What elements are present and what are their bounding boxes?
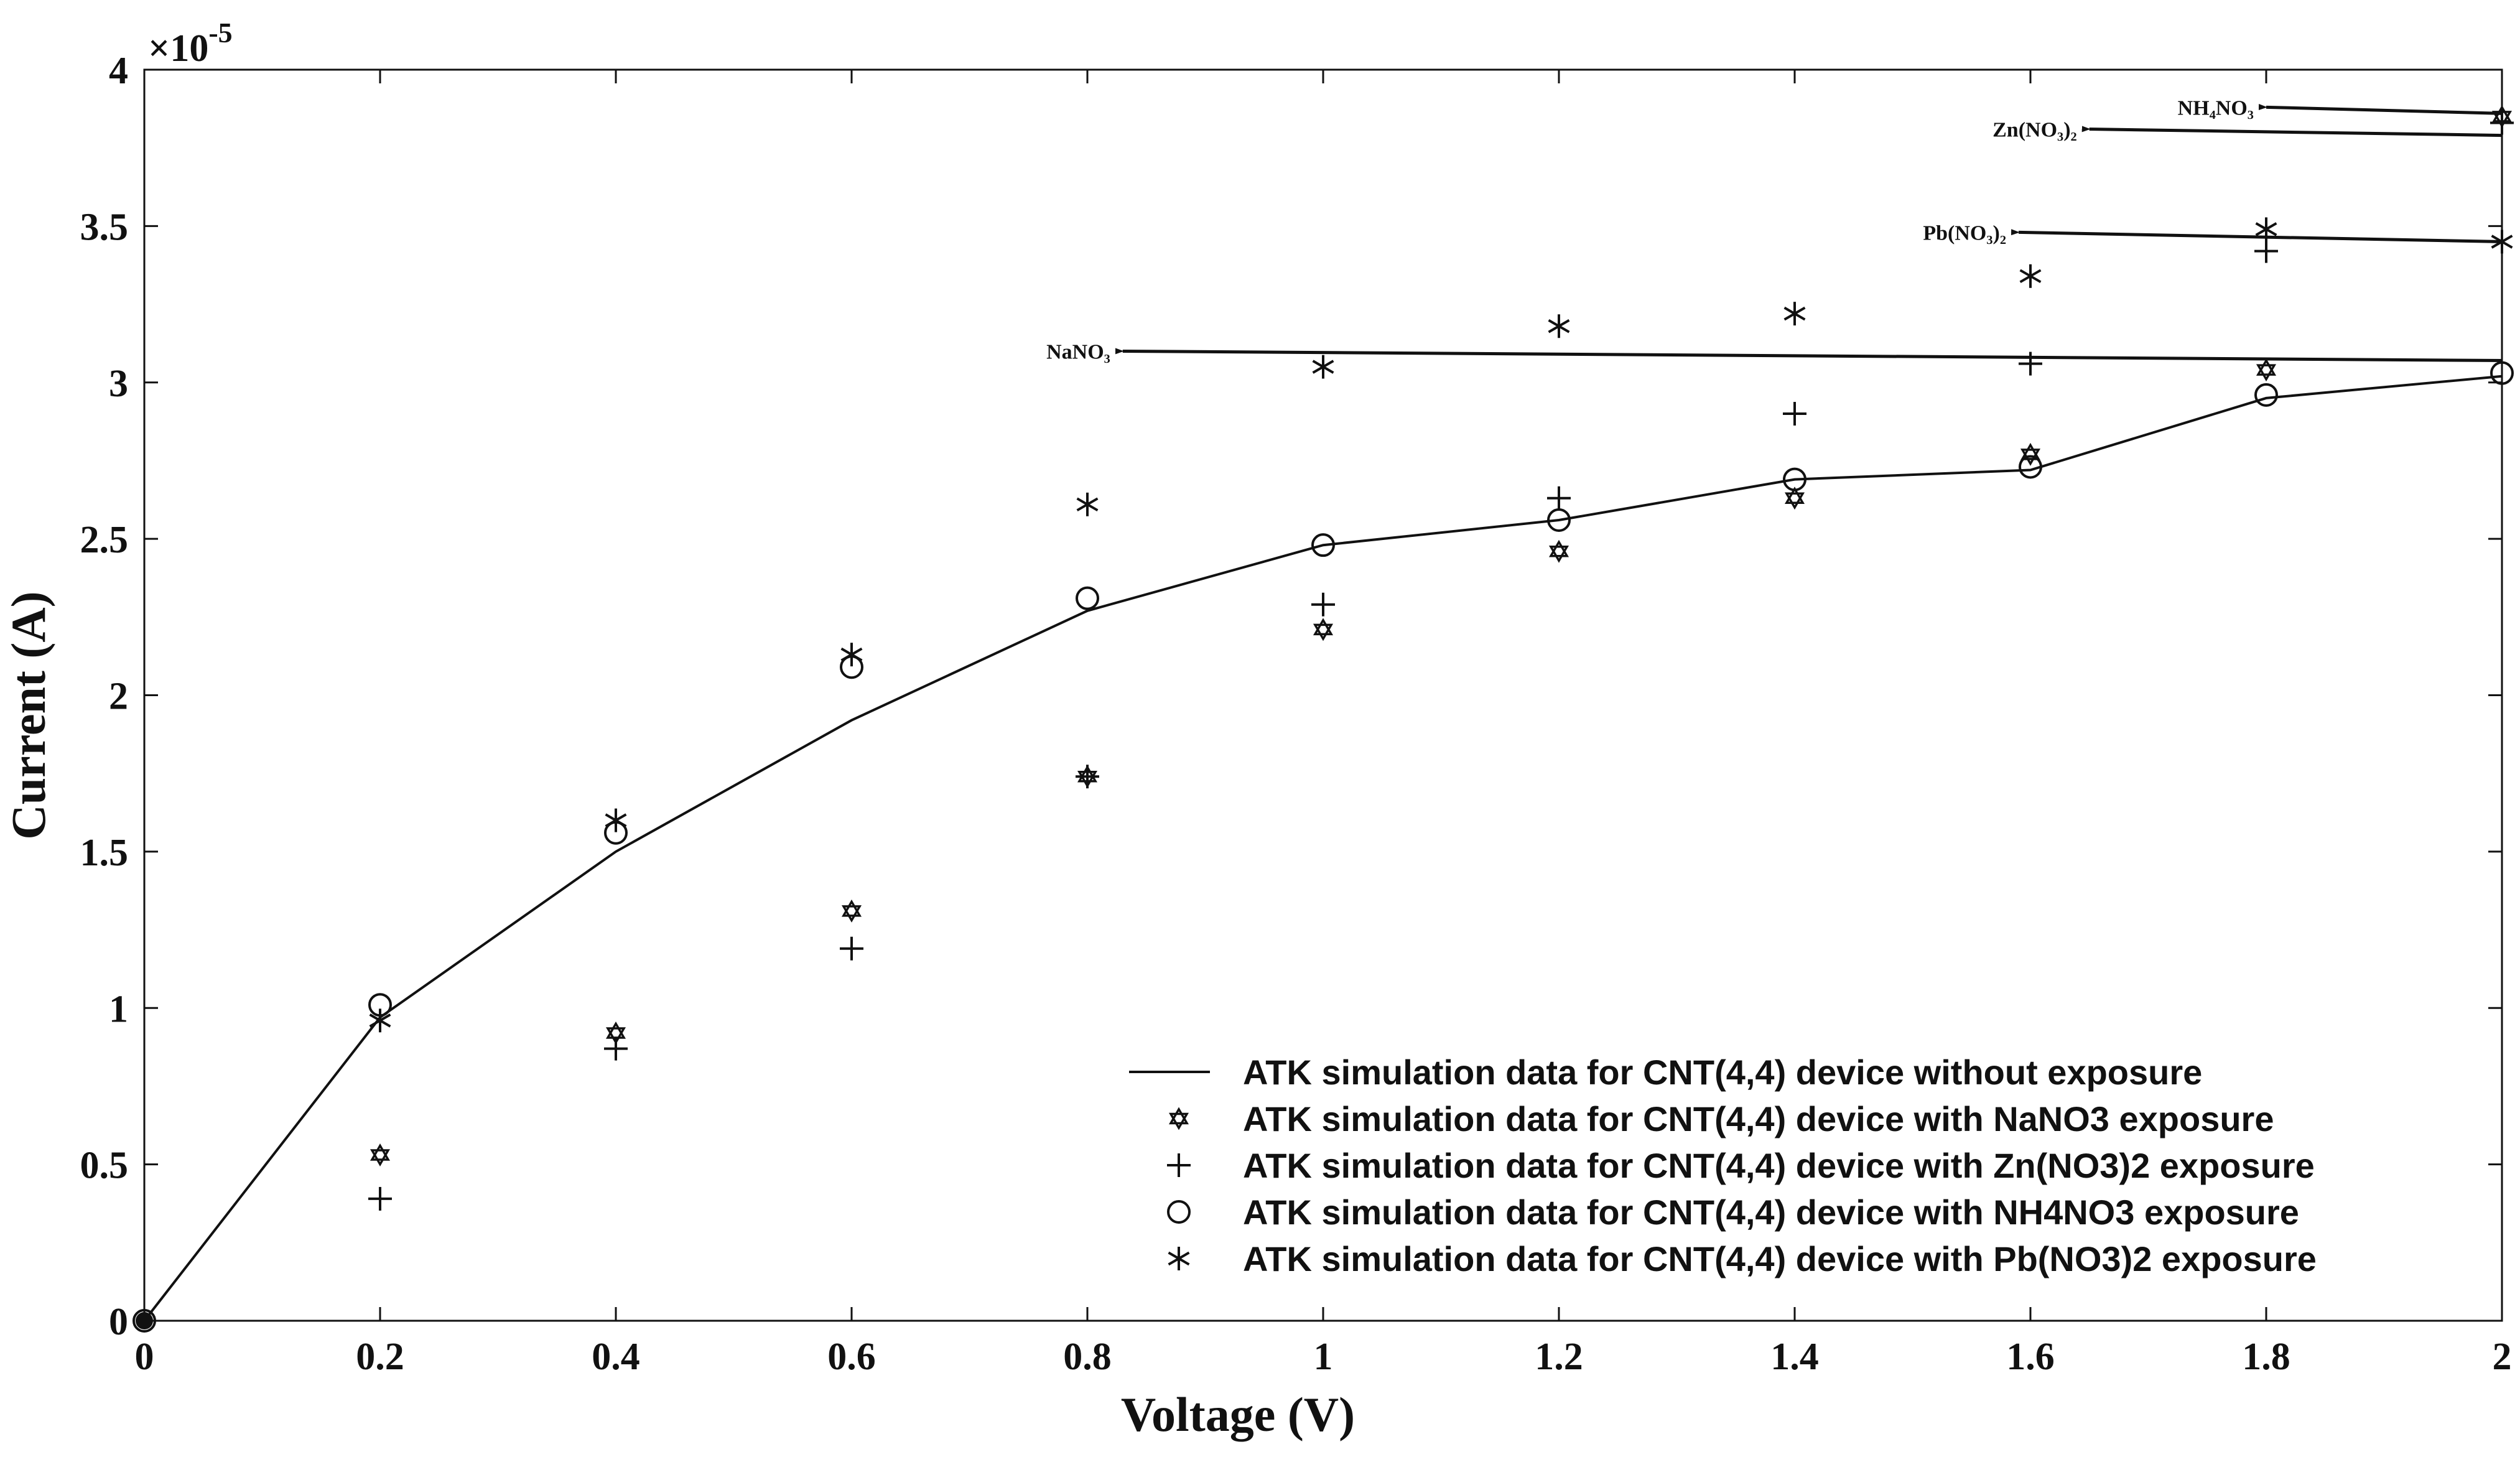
legend-label: ATK simulation data for CNT(4,4) device …	[1243, 1146, 2315, 1185]
data-point	[840, 643, 863, 667]
data-point	[1548, 314, 1570, 338]
data-point	[1783, 467, 1806, 491]
x-tick-label: 1	[1314, 1336, 1333, 1378]
x-tick-label: 1.4	[1770, 1336, 1819, 1378]
data-point	[2019, 264, 2042, 288]
data-point	[1311, 592, 1335, 617]
data-point	[1784, 486, 1805, 510]
series-line	[143, 375, 2503, 1322]
y-tick-label: 0.5	[80, 1145, 129, 1187]
data-point	[1547, 508, 1571, 532]
tick-labels: 0 0.2 0.4 0.6 0.8 1 1.2 1.4 1.6 1.8 2 0 0.5 1 1.5 2 2.5 3…	[80, 50, 2512, 1378]
annotation-arrow	[1115, 348, 2503, 363]
x-tick-label: 1.8	[2242, 1336, 2290, 1378]
data-point	[2254, 239, 2278, 263]
x-tick-label: 0.2	[356, 1336, 404, 1378]
y-tick-label: 3.5	[80, 206, 129, 248]
y-tick-label: 1	[109, 988, 128, 1030]
legend-marker-swatch	[1168, 1247, 1190, 1270]
annotations: NH₄NO₃ Zn(NO₃)₂ Pb(NO₃)₂ NaNO₃	[1046, 96, 2503, 363]
x-tick-label: 1.6	[2006, 1336, 2055, 1378]
x-tick-label: 0	[135, 1336, 154, 1378]
data-point	[604, 1036, 628, 1061]
y-tick-label: 3	[109, 363, 128, 405]
data-point	[605, 808, 627, 832]
x-tick-label: 2	[2493, 1336, 2512, 1378]
series-4	[133, 361, 2514, 1333]
data-point	[1076, 765, 1099, 789]
data-point	[841, 899, 862, 923]
annotation-label: Zn(NO₃)₂	[1992, 119, 2077, 142]
y-tick-label: 1.5	[80, 832, 129, 874]
series-2	[370, 105, 2513, 1166]
data-point	[2256, 358, 2277, 382]
y-tick-label: 4	[109, 50, 128, 92]
annotation-label: NaNO₃	[1046, 340, 1110, 363]
series-3	[368, 111, 2514, 1211]
legend: ATK simulation data for CNT(4,4) device …	[1129, 1053, 2317, 1278]
y-tick-label: 2.5	[80, 519, 129, 561]
data-point	[1313, 618, 1334, 641]
data-point	[370, 1143, 391, 1166]
legend-item-1: ATK simulation data for CNT(4,4) device …	[1129, 1053, 2202, 1092]
legend-marker-swatch	[1167, 1200, 1191, 1224]
annotation-arrow	[2081, 126, 2503, 137]
data-point	[2254, 383, 2278, 407]
data-point	[2019, 351, 2042, 376]
legend-item-4: ATK simulation data for CNT(4,4) device …	[1167, 1193, 2299, 1232]
y-tick-label: 0	[109, 1301, 128, 1343]
legend-label: ATK simulation data for CNT(4,4) device …	[1243, 1239, 2317, 1278]
y-tick-label: 2	[109, 676, 128, 718]
data-point	[369, 1008, 391, 1033]
legend-label: ATK simulation data for CNT(4,4) device …	[1243, 1099, 2274, 1138]
x-tick-label: 0.8	[1063, 1336, 1112, 1378]
x-tick-label: 1.2	[1535, 1336, 1583, 1378]
y-exponent-power: -5	[208, 17, 232, 49]
legend-marker-swatch	[1168, 1107, 1189, 1130]
x-axis-title: Voltage (V)	[1121, 1387, 1355, 1441]
data-point	[1076, 492, 1099, 516]
data-point	[1548, 539, 1569, 563]
y-exponent-label: ×10-5	[148, 17, 233, 70]
annotation-arrow	[2011, 229, 2503, 244]
x-tick-label: 0.6	[827, 1336, 876, 1378]
data-point	[2490, 361, 2514, 385]
y-axis-title: Current (A)	[1, 591, 55, 839]
data-point	[1311, 533, 1335, 557]
x-tick-label: 0.4	[592, 1336, 640, 1378]
series-1	[143, 375, 2503, 1322]
data-point	[368, 1186, 392, 1211]
data-point	[1783, 302, 1806, 326]
data-point	[1076, 586, 1099, 610]
data-point	[2490, 111, 2514, 135]
legend-item-5: ATK simulation data for CNT(4,4) device …	[1168, 1239, 2317, 1278]
legend-label: ATK simulation data for CNT(4,4) device …	[1243, 1193, 2299, 1232]
data-point	[2020, 442, 2041, 466]
series-layer	[133, 105, 2514, 1333]
origin-point	[136, 1312, 153, 1329]
annotation-label: NH₄NO₃	[2178, 96, 2254, 119]
legend-item-3: ATK simulation data for CNT(4,4) device …	[1167, 1146, 2315, 1185]
series-5	[369, 217, 2513, 1033]
legend-item-2: ATK simulation data for CNT(4,4) device …	[1168, 1099, 2274, 1138]
legend-label: ATK simulation data for CNT(4,4) device …	[1243, 1053, 2202, 1092]
data-point	[1312, 355, 1334, 379]
data-point	[840, 936, 863, 961]
data-point	[1547, 486, 1571, 510]
data-point	[2019, 455, 2042, 479]
annotation-arrow	[2258, 104, 2503, 115]
annotation-label: Pb(NO₃)₂	[1923, 221, 2006, 244]
legend-marker-swatch	[1167, 1153, 1191, 1177]
data-point	[133, 1309, 156, 1333]
data-point	[1783, 402, 1806, 426]
